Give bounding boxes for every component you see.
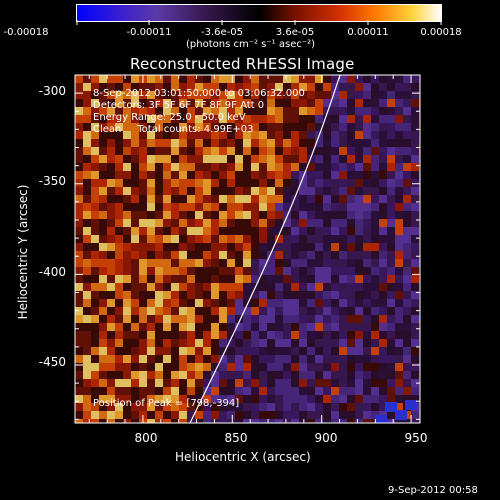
colorbar-units: (photons cm⁻² s⁻¹ asec⁻²) — [186, 39, 316, 50]
y-tick-label: -450 — [38, 355, 66, 369]
info-detectors: Detectors: 3F 5F 6F 7F 8F 9F Att 0 — [93, 100, 265, 111]
y-tick-label: -300 — [38, 84, 66, 98]
colorbar-tick-label: -0.00018 — [3, 27, 49, 38]
x-axis-title: Heliocentric X (arcsec) — [175, 450, 311, 464]
limb-contour — [189, 75, 341, 423]
colorbar — [76, 4, 442, 22]
colorbar-tick-label: -3.6e-05 — [201, 27, 243, 38]
y-axis-title: Heliocentric Y (arcsec) — [16, 184, 30, 320]
info-peak: Position of Peak = [798,-394] — [93, 398, 240, 409]
y-tick-label: -400 — [38, 265, 66, 279]
info-method: Clean Total counts: 4.99E+03 — [93, 124, 254, 135]
colorbar-tick-label: 3.6e-05 — [275, 27, 315, 38]
colorbar-tick-label: 0.00018 — [420, 27, 462, 38]
colorbar-tick-label: -0.00011 — [126, 27, 172, 38]
x-tick-label: 950 — [404, 431, 428, 445]
x-tick-label: 900 — [314, 431, 338, 445]
x-tick-label: 850 — [224, 431, 248, 445]
plot-frame — [74, 74, 421, 424]
footer-timestamp: 9-Sep-2012 00:58 — [388, 485, 478, 496]
y-tick-label: -350 — [38, 174, 66, 188]
plot-title: Reconstructed RHESSI Image — [130, 55, 355, 73]
info-time-range: 8-Sep-2012 03:01:50.000 to 03:06:32.000 — [93, 88, 305, 99]
x-tick-label: 800 — [134, 431, 158, 445]
colorbar-tick-label: 0.00011 — [347, 27, 389, 38]
colorbar-tick-marks — [76, 20, 442, 25]
info-energy: Energy Range: 25.0 - 50.0 keV — [93, 112, 246, 123]
